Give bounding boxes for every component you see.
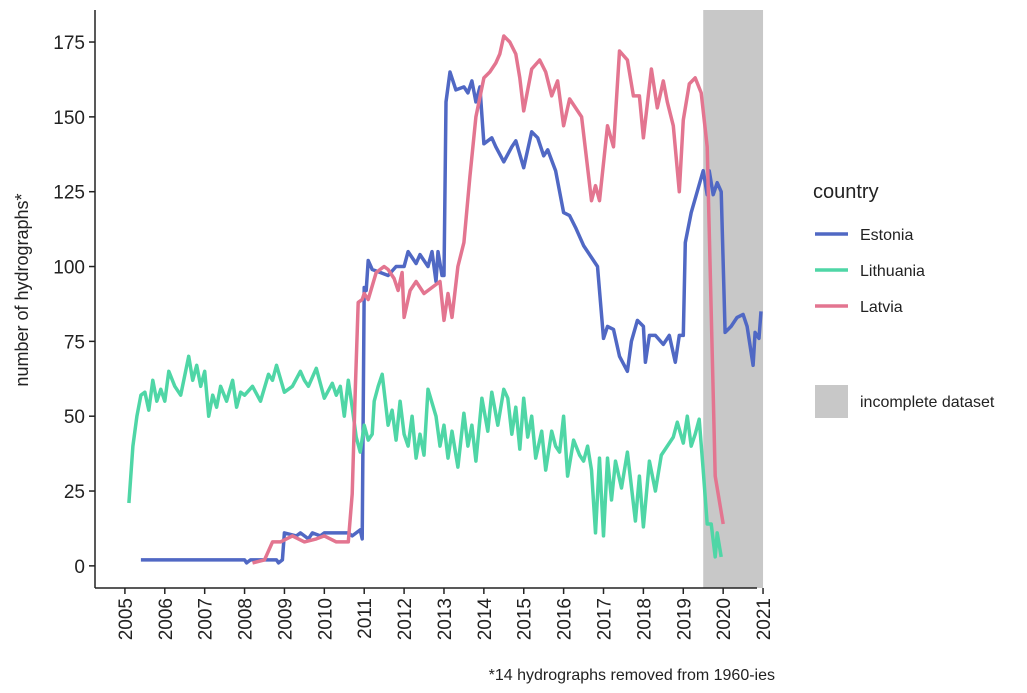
x-tick-label: 2010 [315,598,336,640]
series-line [252,34,725,565]
x-tick-label: 2015 [515,598,536,640]
x-tick-label: 2008 [236,598,257,640]
legend-label: Latvia [860,299,903,316]
x-tick-label: 2005 [116,598,137,640]
y-tick-label: 0 [74,557,85,578]
x-tick-label: 2016 [555,598,576,640]
x-tick-label: 2011 [355,598,376,639]
x-tick-label: 2007 [196,598,217,640]
x-tick-label: 2013 [435,598,456,640]
legend-title: country [813,181,879,203]
x-tick-label: 2017 [595,598,616,640]
y-tick-label: 50 [64,407,85,428]
shade-region [703,10,764,588]
x-tick-label: 2006 [156,598,177,640]
legend-label: Lithuania [860,263,925,280]
legend-label: Estonia [860,227,913,244]
series-line [140,70,763,565]
x-tick-label: 2020 [714,598,735,640]
x-tick-label: 2018 [634,598,655,640]
y-tick-label: 75 [64,332,85,353]
note: *14 hydrographs removed from 1960-ies [489,667,775,684]
x-tick-label: 2019 [674,598,695,640]
legend-shade-key [815,385,848,418]
y-tick-label: 125 [53,183,85,204]
y-tick-label: 150 [53,108,85,129]
x-tick-label: 2009 [275,598,296,640]
y-tick-label: 25 [64,482,85,503]
x-tick-label: 2021 [754,598,775,640]
x-tick-label: 2012 [395,598,416,640]
x-tick-label: 2014 [475,598,496,641]
y-tick-label: 100 [53,258,85,279]
legend-shade-label: incomplete dataset [860,394,995,411]
y-tick-label: 175 [53,33,85,54]
y-axis-label: number of hydrographs* [12,193,32,386]
series-line [127,354,723,559]
